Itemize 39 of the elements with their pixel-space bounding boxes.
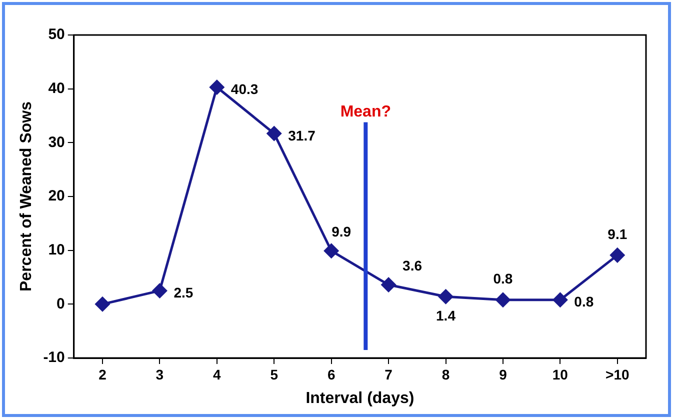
y-axis-title: Percent of Weaned Sows [18, 101, 36, 292]
point [324, 244, 339, 258]
data-label: 0.8 [574, 294, 594, 310]
data-label: 3.6 [402, 258, 422, 274]
data-label: 1.4 [436, 307, 456, 324]
point [266, 126, 282, 141]
point [210, 80, 224, 94]
x-tick-label: 5 [270, 366, 278, 382]
data-label: 0.8 [493, 270, 513, 287]
point [610, 248, 625, 262]
y-tick-label: 20 [48, 188, 65, 205]
point [438, 289, 454, 304]
x-tick-label: 8 [442, 366, 450, 382]
x-tick-label: 9 [499, 366, 508, 382]
data-label: 9.9 [332, 224, 352, 240]
x-tick-label: >10 [606, 366, 630, 382]
x-tick-label: 7 [384, 366, 393, 382]
x-tick-label: 6 [327, 366, 336, 382]
x-axis-title: Interval (days) [306, 390, 414, 407]
x-tick-label: 3 [156, 366, 164, 382]
point [552, 292, 568, 308]
x-tick-label: 4 [213, 366, 222, 382]
data-label: 2.5 [174, 284, 194, 301]
point [381, 278, 396, 292]
point [95, 296, 110, 312]
y-tick-label: 10 [48, 241, 65, 258]
y-tick-label: 40 [48, 80, 65, 97]
x-tick-label: 10 [552, 366, 568, 382]
ref-line-label: Mean? [340, 104, 391, 121]
y-tick-label: 30 [48, 134, 65, 151]
data-label: 9.1 [608, 226, 628, 242]
y-tick-label: 0 [56, 295, 65, 312]
data-label: 40.3 [230, 81, 258, 98]
y-tick-label: -10 [43, 349, 65, 366]
data-label: 31.7 [288, 127, 316, 144]
point [152, 283, 167, 298]
y-tick-label: 50 [48, 26, 65, 44]
point [496, 292, 510, 308]
x-tick-label: 2 [98, 366, 107, 382]
